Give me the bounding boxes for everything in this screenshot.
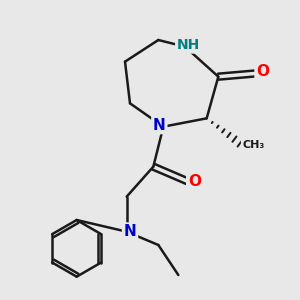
Text: O: O	[256, 64, 269, 79]
Text: O: O	[188, 174, 201, 189]
Text: N: N	[153, 118, 166, 133]
Text: CH₃: CH₃	[242, 140, 265, 150]
Text: NH: NH	[177, 38, 200, 52]
Text: N: N	[124, 224, 136, 239]
